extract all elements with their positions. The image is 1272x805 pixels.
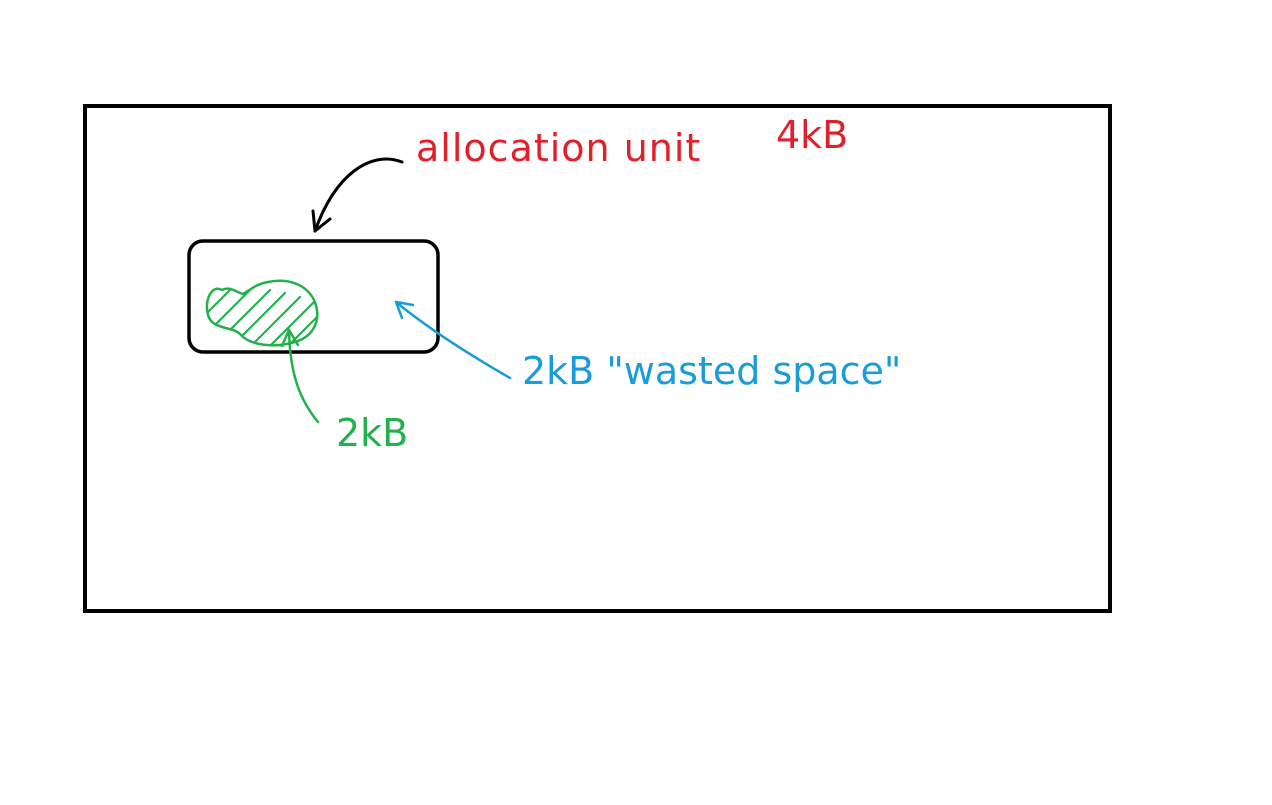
allocation-unit-arrow	[311, 157, 404, 233]
used-size-label: 2kB	[336, 411, 408, 455]
wasted-space-label: 2kB "wasted space"	[522, 349, 901, 393]
wasted-space-arrow	[394, 300, 512, 380]
allocation-size-label: 4kB	[776, 113, 848, 157]
storage-outer-frame	[83, 104, 1112, 613]
used-size-arrow	[280, 328, 320, 424]
allocation-unit-label: allocation unit	[416, 126, 701, 170]
allocation-unit-box	[187, 239, 440, 354]
used-data-blob	[205, 279, 319, 347]
